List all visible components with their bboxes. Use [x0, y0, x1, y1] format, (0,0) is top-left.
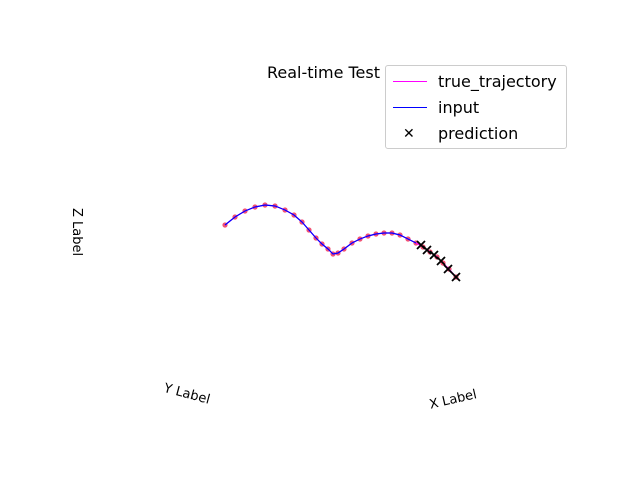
legend-swatch-input — [393, 107, 427, 108]
legend-label-true-trajectory: true_trajectory — [438, 72, 557, 91]
prediction-point — [422, 245, 432, 255]
legend-entry-input: input — [386, 98, 566, 118]
chart-title: Real-time Test — [267, 63, 381, 82]
legend-swatch-prediction-icon: ✕ — [403, 126, 415, 142]
legend-entry-prediction: ✕ prediction — [386, 124, 566, 144]
prediction-markers — [416, 240, 461, 282]
series-line-true-trajectory — [224, 204, 457, 278]
series-lines — [224, 204, 457, 278]
chart-legend: true_trajectory input ✕ prediction — [385, 65, 567, 149]
legend-entry-true-trajectory: true_trajectory — [386, 72, 566, 92]
legend-label-input: input — [438, 98, 480, 117]
legend-label-prediction: prediction — [438, 124, 519, 143]
legend-swatch-true-trajectory — [393, 81, 427, 82]
series-line-input — [224, 204, 417, 255]
prediction-point — [436, 256, 446, 266]
z-axis-label: Z Label — [69, 208, 84, 257]
prediction-point — [443, 264, 453, 274]
prediction-point — [451, 272, 461, 282]
trajectory-markers — [222, 202, 459, 280]
